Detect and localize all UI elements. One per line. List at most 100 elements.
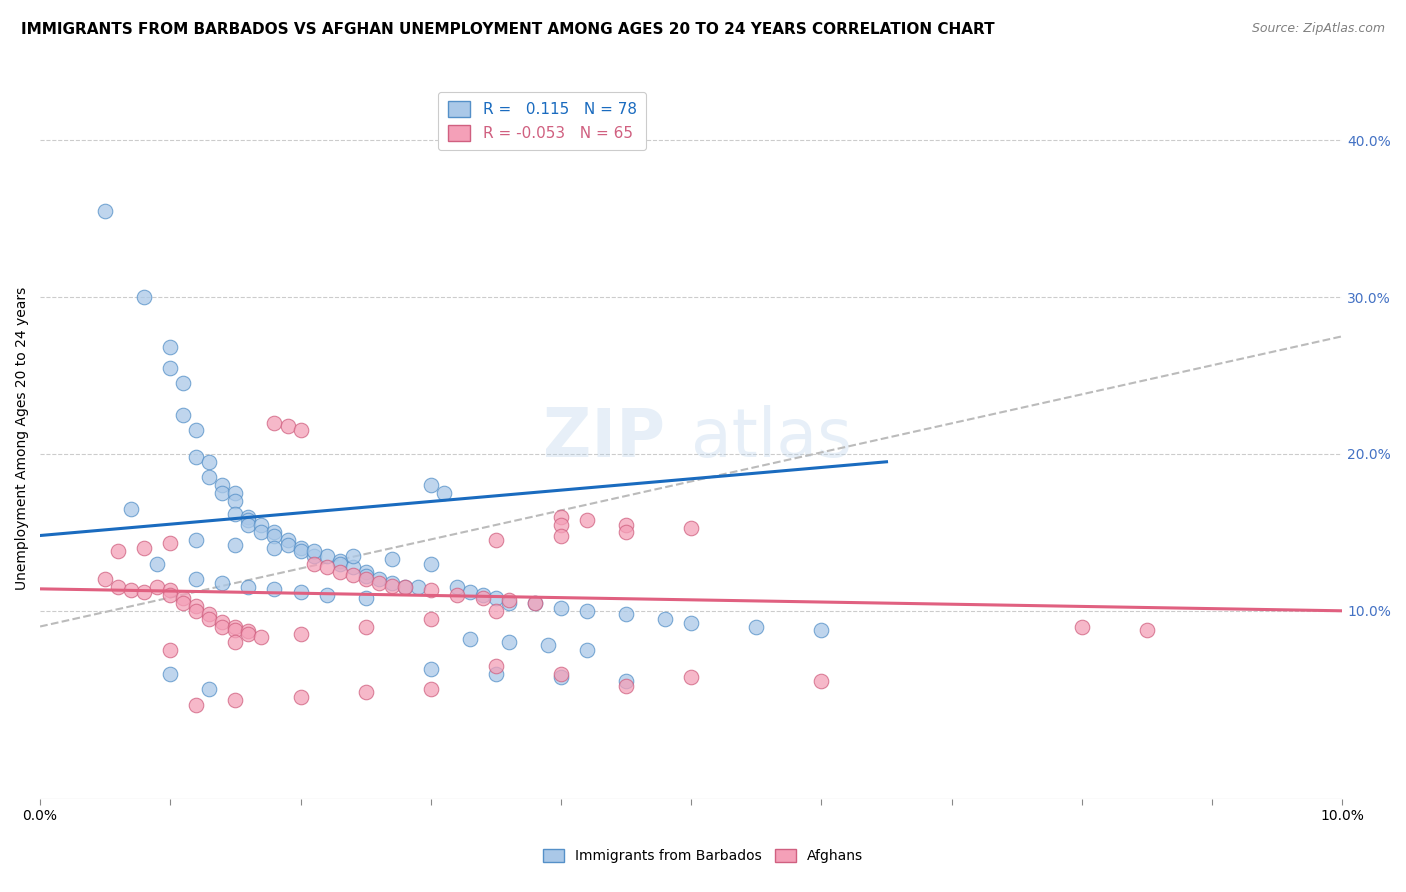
Point [681, 616, 703, 631]
Point [614, 525, 637, 540]
Point [394, 580, 416, 594]
Point [224, 507, 246, 521]
Point [810, 674, 832, 689]
Point [315, 588, 337, 602]
Point [354, 565, 377, 579]
Point [211, 575, 233, 590]
Point [367, 573, 389, 587]
Point [238, 517, 260, 532]
Point [485, 591, 508, 606]
Point [172, 408, 194, 422]
Text: ZIP: ZIP [543, 405, 665, 471]
Point [198, 455, 221, 469]
Point [211, 619, 233, 633]
Point [211, 615, 233, 629]
Point [329, 557, 352, 571]
Point [263, 528, 285, 542]
Point [302, 549, 325, 563]
Point [238, 509, 260, 524]
Point [159, 666, 181, 681]
Point [485, 604, 508, 618]
Point [238, 627, 260, 641]
Point [224, 693, 246, 707]
Point [186, 450, 208, 464]
Point [485, 533, 508, 548]
Point [315, 549, 337, 563]
Point [498, 592, 520, 607]
Point [224, 623, 246, 637]
Legend: R =   0.115   N = 78, R = -0.053   N = 65: R = 0.115 N = 78, R = -0.053 N = 65 [439, 92, 645, 150]
Point [471, 591, 494, 606]
Legend: Immigrants from Barbados, Afghans: Immigrants from Barbados, Afghans [537, 844, 869, 869]
Point [211, 478, 233, 492]
Point [250, 517, 273, 532]
Point [550, 528, 572, 542]
Point [159, 360, 181, 375]
Point [614, 607, 637, 621]
Point [134, 541, 156, 555]
Point [238, 624, 260, 639]
Point [367, 575, 389, 590]
Point [471, 588, 494, 602]
Point [159, 340, 181, 354]
Point [290, 424, 312, 438]
Point [186, 424, 208, 438]
Point [419, 478, 441, 492]
Point [120, 583, 142, 598]
Point [276, 533, 298, 548]
Point [146, 580, 169, 594]
Point [485, 666, 508, 681]
Point [159, 583, 181, 598]
Point [290, 585, 312, 599]
Point [186, 599, 208, 613]
Point [458, 585, 481, 599]
Point [172, 591, 194, 606]
Point [342, 549, 364, 563]
Point [263, 541, 285, 555]
Point [107, 544, 129, 558]
Point [537, 638, 560, 652]
Point [315, 560, 337, 574]
Point [523, 596, 546, 610]
Point [224, 494, 246, 508]
Point [94, 203, 117, 218]
Point [134, 290, 156, 304]
Point [159, 588, 181, 602]
Point [224, 538, 246, 552]
Point [381, 552, 404, 566]
Point [211, 486, 233, 500]
Point [263, 582, 285, 596]
Point [550, 666, 572, 681]
Point [1136, 623, 1159, 637]
Point [419, 583, 441, 598]
Point [576, 604, 599, 618]
Point [419, 662, 441, 676]
Point [186, 698, 208, 712]
Point [107, 580, 129, 594]
Point [276, 538, 298, 552]
Text: IMMIGRANTS FROM BARBADOS VS AFGHAN UNEMPLOYMENT AMONG AGES 20 TO 24 YEARS CORREL: IMMIGRANTS FROM BARBADOS VS AFGHAN UNEMP… [21, 22, 994, 37]
Point [94, 573, 117, 587]
Point [134, 585, 156, 599]
Point [1070, 619, 1092, 633]
Point [576, 513, 599, 527]
Text: Source: ZipAtlas.com: Source: ZipAtlas.com [1251, 22, 1385, 36]
Point [186, 604, 208, 618]
Point [224, 486, 246, 500]
Point [381, 579, 404, 593]
Point [276, 418, 298, 433]
Point [354, 685, 377, 699]
Point [485, 658, 508, 673]
Point [614, 674, 637, 689]
Point [172, 376, 194, 391]
Point [250, 631, 273, 645]
Point [342, 560, 364, 574]
Point [681, 670, 703, 684]
Point [419, 682, 441, 697]
Point [198, 682, 221, 697]
Point [614, 517, 637, 532]
Point [745, 619, 768, 633]
Point [290, 541, 312, 555]
Point [302, 544, 325, 558]
Point [159, 536, 181, 550]
